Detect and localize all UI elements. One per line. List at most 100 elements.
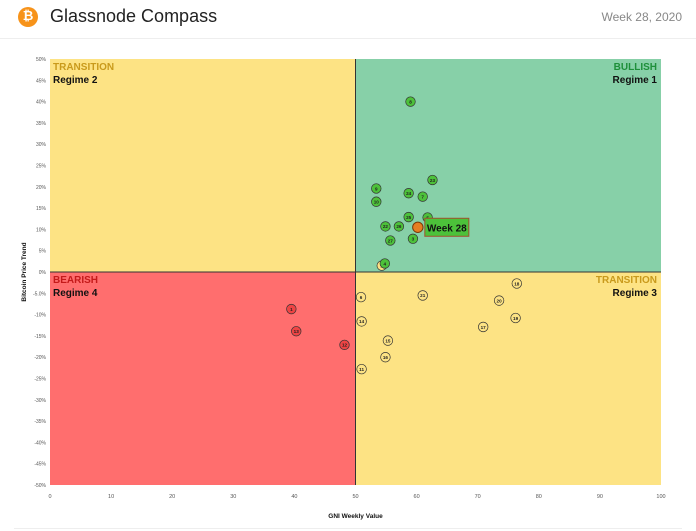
- data-point-label: 10: [374, 200, 380, 205]
- quadrant-name-transition_top: TRANSITION: [53, 62, 114, 73]
- data-point-label: 8: [409, 99, 412, 104]
- data-point: [393, 221, 405, 232]
- y-tick-label: -25%: [34, 377, 46, 383]
- data-point-label: 17: [481, 325, 487, 330]
- quadrant-regime-transition_top: Regime 2: [53, 75, 98, 86]
- y-tick-label: -35%: [34, 419, 46, 425]
- data-point: [371, 196, 382, 207]
- y-axis-title: Bitcoin Price Trend: [21, 242, 28, 301]
- y-tick-label: 15%: [36, 206, 47, 212]
- x-tick-label: 10: [108, 494, 114, 500]
- x-tick-label: 60: [414, 494, 420, 500]
- y-tick-label: 20%: [36, 185, 47, 191]
- data-point: [417, 290, 428, 301]
- data-point: [382, 335, 394, 346]
- y-tick-label: -30%: [34, 398, 46, 404]
- y-tick-label: 10%: [36, 227, 47, 233]
- data-point: [286, 303, 297, 315]
- data-point-label: 15: [385, 338, 391, 343]
- y-tick-label: 5%: [39, 249, 47, 255]
- y-tick-label: -5.0%: [33, 291, 47, 297]
- data-point-label: 3: [412, 237, 415, 242]
- data-point: [356, 363, 367, 375]
- data-point-label: 9: [375, 186, 378, 191]
- quadrant-transition_bottom: [355, 272, 661, 485]
- data-point: [405, 96, 416, 107]
- data-point: [478, 321, 489, 333]
- data-point: [403, 211, 414, 223]
- bitcoin-logo-icon: ₿: [18, 7, 38, 27]
- quadrant-regime-bullish: Regime 1: [613, 75, 658, 86]
- data-point: [510, 312, 521, 324]
- data-point-label: 24: [406, 191, 412, 196]
- data-point-label: 26: [396, 224, 402, 229]
- data-point: [380, 221, 391, 232]
- quadrant-regime-bearish: Regime 4: [53, 288, 98, 299]
- data-point: [379, 258, 390, 269]
- y-tick-label: 0%: [39, 270, 47, 276]
- data-point: [371, 183, 382, 194]
- data-point: [355, 291, 367, 303]
- data-point: [493, 295, 505, 306]
- y-tick-label: -45%: [34, 462, 46, 468]
- quadrant-bullish: [355, 59, 661, 272]
- y-tick-label: 35%: [36, 121, 47, 127]
- y-tick-label: 40%: [36, 100, 47, 106]
- data-point: [403, 188, 414, 199]
- data-point-label: 7: [421, 194, 424, 199]
- x-tick-label: 20: [169, 494, 175, 500]
- data-point: [427, 174, 438, 186]
- data-point-label: 12: [342, 343, 348, 348]
- data-point-label: 23: [430, 178, 436, 183]
- x-tick-label: 80: [536, 494, 542, 500]
- y-tick-label: 30%: [36, 142, 47, 148]
- data-point-label: 18: [514, 281, 520, 286]
- y-tick-label: 45%: [36, 78, 47, 84]
- y-tick-label: -50%: [34, 483, 46, 489]
- y-tick-label: -10%: [34, 313, 46, 319]
- quadrant-name-transition_bottom: TRANSITION: [596, 275, 657, 286]
- y-tick-label: -20%: [34, 355, 46, 361]
- data-point-label: 20: [497, 298, 503, 303]
- quadrant-transition_top: [50, 59, 356, 272]
- data-point: [385, 235, 396, 246]
- data-point-label: 27: [388, 238, 394, 243]
- current-week-badge: [424, 217, 470, 237]
- x-tick-label: 90: [597, 494, 603, 500]
- quadrant-bearish: [50, 272, 356, 485]
- x-tick-label: 50: [352, 494, 358, 500]
- data-point-label: 16: [383, 355, 389, 360]
- data-point-label: 22: [383, 224, 389, 229]
- x-tick-label: 70: [475, 494, 481, 500]
- y-tick-label: -40%: [34, 440, 46, 446]
- quadrant-regime-transition_bottom: Regime 3: [613, 288, 658, 299]
- data-point: [356, 316, 367, 327]
- data-point-label: 13: [294, 329, 300, 334]
- y-tick-label: 50%: [36, 57, 47, 63]
- current-week-label: Week 28: [427, 223, 467, 234]
- data-point: [380, 352, 391, 363]
- data-point: [339, 339, 350, 350]
- data-point-label: 19: [513, 316, 519, 321]
- data-point: [511, 278, 522, 289]
- data-point: [417, 191, 428, 202]
- data-point: [407, 233, 419, 244]
- x-tick-label: 100: [656, 494, 665, 500]
- data-point-label: 25: [406, 215, 412, 220]
- data-point-label: 1: [290, 307, 293, 312]
- x-tick-label: 0: [48, 494, 51, 500]
- page-title: Glassnode Compass: [50, 6, 218, 26]
- data-point-label: 4: [384, 261, 387, 266]
- y-tick-label: 25%: [36, 164, 47, 170]
- x-tick-label: 40: [291, 494, 297, 500]
- data-point-label: 14: [359, 319, 365, 324]
- x-tick-label: 30: [230, 494, 236, 500]
- quadrant-name-bullish: BULLISH: [614, 62, 657, 73]
- data-point-label: 6: [360, 295, 363, 300]
- data-point-label: 21: [420, 293, 426, 298]
- y-tick-label: -15%: [34, 334, 46, 340]
- header: ₿ Glassnode Compass Week 28, 2020: [0, 0, 696, 39]
- quadrant-name-bearish: BEARISH: [53, 275, 98, 286]
- current-week-point: [412, 221, 424, 233]
